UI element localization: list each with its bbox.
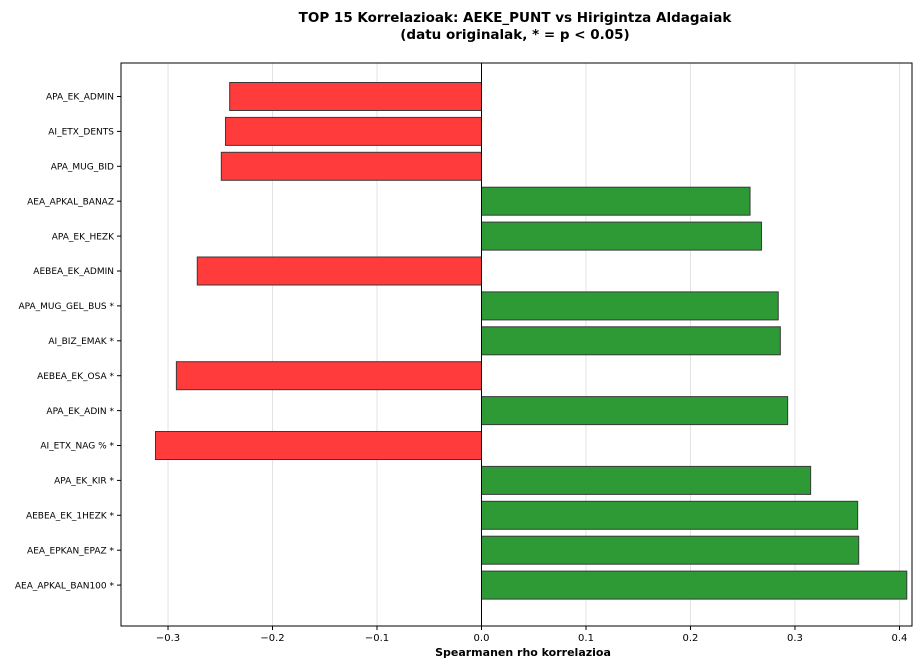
x-tick-label: −0.2 <box>260 633 284 644</box>
bar <box>480 570 908 600</box>
x-tick-label: 0.1 <box>578 633 594 644</box>
category-label: AI_ETX_DENTS <box>48 128 114 138</box>
x-tick-label: −0.3 <box>156 633 180 644</box>
bar <box>480 186 751 216</box>
bar <box>480 465 812 495</box>
category-label: AI_BIZ_EMAK * <box>48 337 114 347</box>
category-label: AEA_EPKAN_EPAZ * <box>27 546 114 556</box>
bar <box>220 151 482 181</box>
chart-subtitle: (datu originalak, * = p < 0.05) <box>400 27 629 43</box>
category-label: AEA_APKAL_BAN100 * <box>15 581 115 591</box>
bar <box>480 291 779 321</box>
x-tick-label: 0.3 <box>787 633 803 644</box>
bar <box>480 500 859 530</box>
x-axis-label: Spearmanen rho korrelazioa <box>435 646 611 659</box>
bars-layer <box>154 82 908 600</box>
category-label: AI_ETX_NAG % * <box>40 442 114 452</box>
x-tick-label: −0.1 <box>365 633 389 644</box>
chart-title: TOP 15 Korrelazioak: AEKE_PUNT vs Hirigi… <box>299 10 733 26</box>
bar <box>175 361 482 391</box>
bar <box>196 256 482 286</box>
category-label: AEBEA_EK_OSA * <box>37 372 114 382</box>
category-label: APA_EK_ADIN * <box>46 407 114 417</box>
bar <box>480 221 763 251</box>
x-tick-label: 0.0 <box>474 633 490 644</box>
plot-frame <box>120 62 913 627</box>
category-label: AEA_APKAL_BANAZ <box>27 197 114 207</box>
category-label: APA_MUG_BID <box>51 163 114 173</box>
x-tick-label: 0.2 <box>683 633 699 644</box>
bar <box>154 431 482 460</box>
bar <box>480 396 789 426</box>
bar <box>229 82 482 111</box>
category-label: AEBEA_EK_1HEZK * <box>26 512 115 522</box>
category-label: APA_MUG_GEL_BUS * <box>18 302 114 312</box>
bar <box>480 535 860 565</box>
category-label: APA_EK_ADMIN <box>46 93 114 103</box>
category-label: APA_EK_KIR * <box>54 477 114 487</box>
x-tick-label: 0.4 <box>892 633 908 644</box>
bar <box>480 326 781 356</box>
labels-layer: APA_EK_ADMIN AI_ETX_DENTS APA_MUG_BID AEA_A… <box>15 93 908 644</box>
bar <box>224 116 482 146</box>
category-label: AEBEA_EK_ADMIN <box>33 267 114 277</box>
category-label: APA_EK_HEZK <box>52 232 115 242</box>
axes-layer <box>117 62 913 630</box>
